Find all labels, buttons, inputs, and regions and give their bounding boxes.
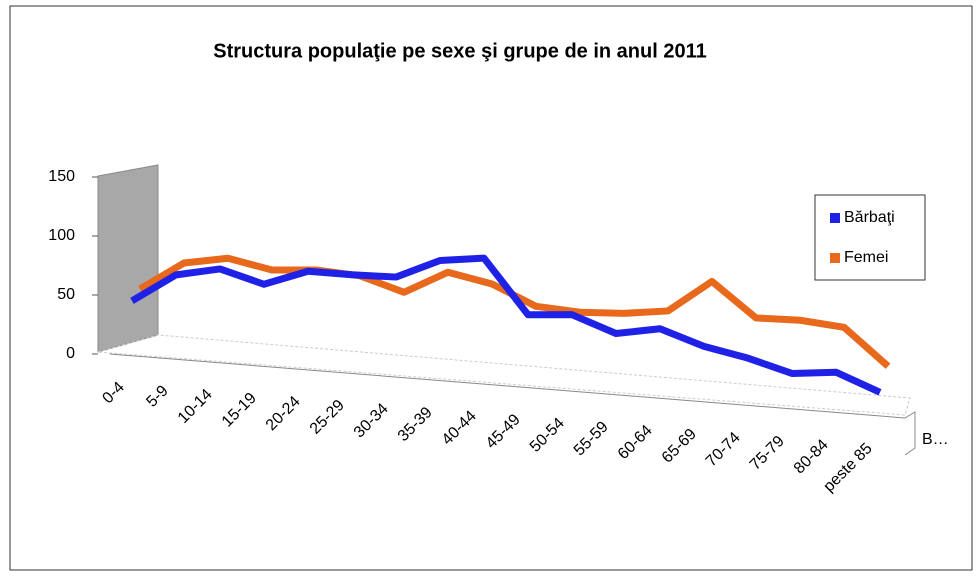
y-tick-label: 100: [48, 227, 75, 244]
legend: [814, 194, 926, 281]
depth-axis: [904, 411, 916, 456]
y-tick-label: 50: [57, 286, 75, 303]
chart-frame: [9, 5, 973, 571]
floor-edge: [109, 353, 906, 419]
back-wall: [97, 164, 159, 353]
chart-title: Structura populaţie pe sexe şi grupe de …: [213, 40, 707, 62]
y-tick-label: 150: [48, 168, 75, 185]
y-tick-label: 0: [66, 345, 75, 362]
legend-label: Femei: [844, 249, 888, 266]
depth-label: B…: [922, 431, 949, 448]
legend-swatch: [830, 253, 840, 263]
legend-swatch: [830, 213, 840, 223]
legend-label: Bărbaţi: [844, 209, 895, 226]
series-line: [130, 254, 882, 396]
floor: [97, 334, 911, 416]
